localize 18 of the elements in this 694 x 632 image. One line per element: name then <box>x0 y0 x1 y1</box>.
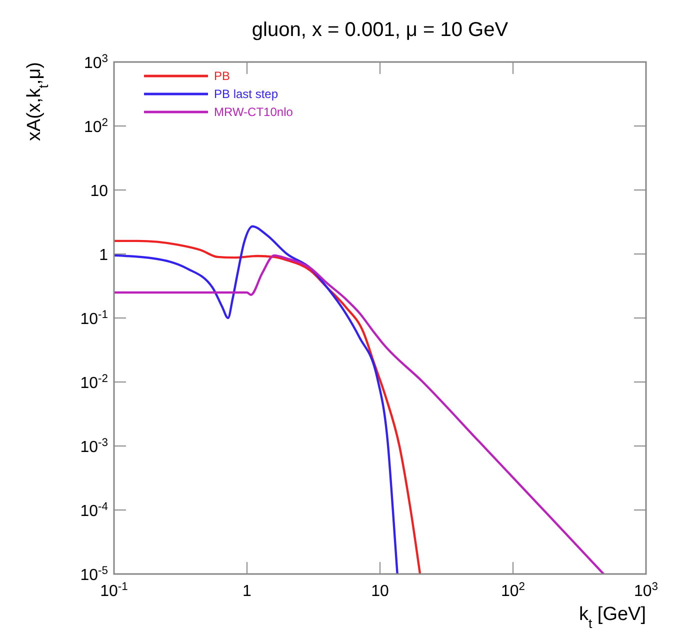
chart-title: gluon, x = 0.001, μ = 10 GeV <box>252 19 509 41</box>
x-tick-label: 10$^{2}$ <box>500 581 526 600</box>
text: MRW-CT10nlo <box>214 105 294 119</box>
y-tick-label: 10$^{3}$ <box>84 53 108 72</box>
text: PB <box>214 69 230 83</box>
y-tick-label: 10$^{2}$ <box>84 117 108 136</box>
y-tick-label: 10$^{-3}$ <box>80 437 108 456</box>
y-tick-label: 10$^{-1}$ <box>80 309 108 328</box>
x-tick-label: 10$^{3}$ <box>634 581 658 600</box>
x-tick-label: 1 <box>242 583 252 600</box>
text: PB last step <box>214 87 278 101</box>
y-tick-label: 10$^{-5}$ <box>80 565 108 584</box>
y-tick-label: 10$^{-2}$ <box>80 373 108 392</box>
x-axis-title: k$_{t}$ [GeV] <box>578 604 646 630</box>
y-tick-label: 1 <box>99 247 108 264</box>
y-tick-label: 10$^{-4}$ <box>80 501 108 520</box>
x-tick-label: 10 <box>371 583 389 600</box>
y-tick-label: 10 <box>90 183 108 200</box>
